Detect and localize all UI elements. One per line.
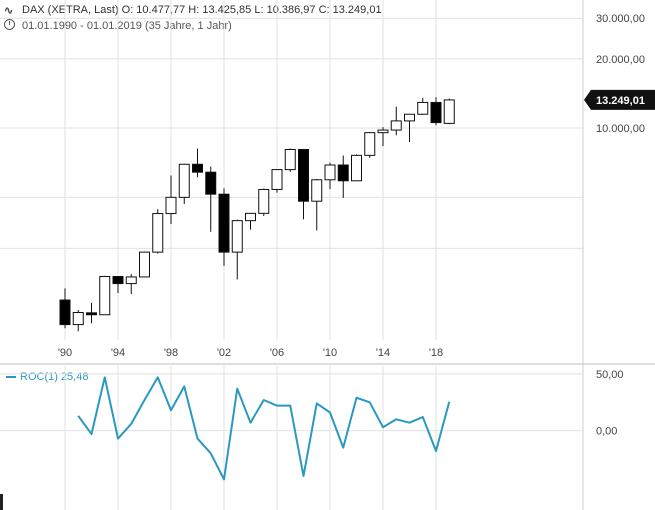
candlestick-chart-icon[interactable]: ∿ xyxy=(4,5,13,17)
roc-legend-swatch xyxy=(6,376,16,379)
candle-body xyxy=(404,113,415,122)
clock-icon[interactable] xyxy=(4,19,15,30)
candle-body xyxy=(298,148,309,202)
candle-2001 xyxy=(205,166,217,232)
x-tick-label: '06 xyxy=(270,347,284,359)
candle-body xyxy=(99,275,111,316)
candle-body xyxy=(377,129,389,134)
candle-body xyxy=(311,179,323,202)
candle-2017 xyxy=(417,97,429,115)
instrument-header: DAX (XETRA, Last) O: 10.477,77 H: 13.425… xyxy=(22,4,382,16)
candle-body xyxy=(364,132,376,156)
candle-body xyxy=(205,171,217,195)
candle-1990 xyxy=(59,288,71,329)
candle-body xyxy=(245,212,256,222)
candle-body xyxy=(351,154,362,182)
candle-body xyxy=(72,311,84,326)
price-y-tick-label: 20.000,00 xyxy=(596,54,645,66)
scroll-edge-marker xyxy=(0,494,3,510)
candle-2016 xyxy=(404,113,415,142)
roc-line xyxy=(77,376,451,481)
candle-2011 xyxy=(337,155,349,198)
candle-body xyxy=(86,312,97,316)
candle-body xyxy=(218,193,230,253)
candle-2010 xyxy=(324,162,336,190)
candle-body xyxy=(271,169,283,190)
candle-2014 xyxy=(377,127,389,147)
candle-1995 xyxy=(125,274,137,295)
candle-2008 xyxy=(298,148,309,220)
x-tick-label: '10 xyxy=(323,347,337,359)
roc-y-tick-label: 50,00 xyxy=(596,369,624,381)
candle-body xyxy=(324,164,336,181)
candle-1997 xyxy=(152,209,164,254)
current-price-tag-text: 13.249,01 xyxy=(596,95,645,107)
x-tick-label: '14 xyxy=(376,347,390,359)
candle-2000 xyxy=(192,148,203,178)
candle-body xyxy=(443,99,455,124)
candle-2005 xyxy=(258,188,270,216)
candle-2018 xyxy=(430,97,442,126)
candle-body xyxy=(139,251,150,278)
candle-body xyxy=(112,275,124,285)
candle-2012 xyxy=(351,154,362,182)
candle-body xyxy=(165,196,177,215)
candle-2015 xyxy=(390,106,402,136)
candle-body xyxy=(337,164,349,182)
roc-y-tick-label: 0,00 xyxy=(596,426,617,438)
candle-body xyxy=(258,188,270,214)
candle-1992 xyxy=(86,302,97,324)
x-tick-label: '94 xyxy=(111,347,125,359)
candle-body xyxy=(417,101,429,115)
price-y-tick-label: 10.000,00 xyxy=(596,123,645,135)
candle-1998 xyxy=(165,175,177,224)
price-y-tick-label: 30.000,00 xyxy=(596,13,645,25)
x-tick-label: '98 xyxy=(164,347,178,359)
x-tick-label: '90 xyxy=(58,347,72,359)
candle-body xyxy=(152,213,164,253)
candle-2009 xyxy=(311,178,323,231)
candle-body xyxy=(178,163,190,198)
candle-body xyxy=(284,148,296,171)
x-tick-label: '02 xyxy=(217,347,231,359)
candle-body xyxy=(59,299,71,326)
current-price-tag: 13.249,01 xyxy=(584,89,655,110)
candle-2003 xyxy=(231,219,243,280)
candle-2004 xyxy=(245,212,256,230)
candle-2006 xyxy=(271,169,283,193)
date-range-header: 01.01.1990 - 01.01.2019 (35 Jahre, 1 Jah… xyxy=(22,20,232,32)
candle-2002 xyxy=(218,188,230,266)
candle-1991 xyxy=(72,310,84,332)
current-price-tag-bg xyxy=(584,89,655,110)
candle-2019 xyxy=(443,98,455,125)
candle-body xyxy=(231,220,243,253)
candle-1999 xyxy=(178,163,190,204)
x-tick-label: '18 xyxy=(429,347,443,359)
candle-1996 xyxy=(139,251,150,278)
candle-body xyxy=(125,276,137,285)
candle-1994 xyxy=(112,275,124,294)
candle-1993 xyxy=(99,275,111,316)
candle-2007 xyxy=(284,148,296,172)
candle-body xyxy=(430,101,442,124)
candle-body xyxy=(192,163,203,173)
candle-2013 xyxy=(364,132,376,158)
candle-body xyxy=(390,120,402,131)
